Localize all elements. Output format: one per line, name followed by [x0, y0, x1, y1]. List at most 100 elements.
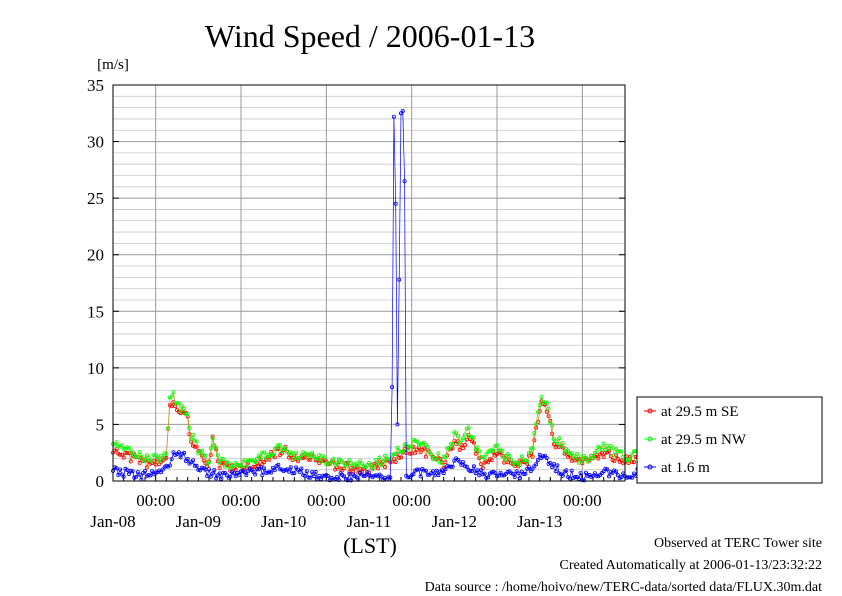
data-point: [422, 468, 427, 473]
data-point: [302, 455, 307, 460]
data-point: [222, 464, 227, 469]
data-point: [525, 459, 530, 464]
x-tick-date-label: Jan-13: [517, 512, 562, 531]
data-point: [372, 465, 377, 470]
data-point: [557, 436, 562, 441]
data-point: [331, 456, 336, 461]
data-point: [470, 468, 475, 473]
data-point: [320, 473, 325, 478]
data-point: [176, 401, 181, 406]
data-point: [221, 457, 226, 462]
chart-title: Wind Speed / 2006-01-13: [205, 18, 535, 54]
data-point: [628, 475, 633, 480]
y-tick-label: 10: [87, 359, 104, 378]
data-point: [258, 464, 263, 469]
data-point: [583, 455, 588, 460]
data-point: [615, 456, 620, 461]
data-point: [178, 455, 183, 460]
data-point: [263, 456, 268, 461]
data-point: [297, 469, 302, 474]
data-point: [550, 422, 555, 427]
data-point: [224, 473, 229, 478]
data-point: [203, 467, 208, 472]
data-point: [379, 463, 384, 468]
data-point: [388, 475, 393, 480]
data-point: [464, 464, 469, 469]
data-point: [427, 450, 432, 455]
data-point: [203, 453, 208, 458]
data-point: [190, 458, 195, 463]
data-point: [500, 448, 505, 453]
data-point: [127, 451, 132, 456]
data-point: [471, 440, 476, 445]
data-point: [478, 462, 483, 467]
data-point: [461, 436, 466, 441]
data-point: [334, 465, 339, 470]
data-point: [494, 474, 499, 479]
data-point: [283, 467, 288, 472]
data-point: [413, 438, 418, 443]
data-point: [342, 474, 347, 479]
data-point: [436, 451, 441, 456]
data-point: [125, 450, 130, 455]
data-point: [438, 456, 443, 461]
data-point: [535, 410, 540, 415]
data-point: [505, 460, 510, 465]
data-point: [246, 469, 251, 474]
data-point: [317, 453, 322, 458]
x-tick-date-label: Jan-12: [432, 512, 477, 531]
data-point: [290, 471, 295, 476]
data-point: [448, 464, 453, 469]
data-point: [258, 457, 263, 462]
data-point: [137, 450, 142, 455]
data-point: [144, 453, 149, 458]
data-point: [391, 452, 396, 457]
x-axis-label: (LST): [343, 533, 397, 558]
data-point: [553, 469, 558, 474]
y-tick-label: 25: [87, 189, 104, 208]
data-point: [557, 444, 562, 449]
data-point: [443, 467, 448, 472]
data-point: [214, 445, 219, 450]
data-point: [491, 448, 496, 453]
data-point: [532, 431, 537, 436]
data-point: [233, 467, 238, 472]
y-tick-label: 5: [96, 415, 105, 434]
data-point: [128, 459, 133, 464]
data-point: [608, 454, 613, 459]
data-point: [546, 406, 551, 411]
data-point: [194, 444, 199, 449]
data-point: [416, 442, 421, 447]
y-tick-label: 0: [96, 472, 105, 491]
data-point: [356, 463, 361, 468]
data-point: [199, 448, 204, 453]
data-point: [308, 457, 313, 462]
data-point: [473, 471, 478, 476]
data-point: [310, 450, 315, 455]
data-point: [382, 453, 387, 458]
series-3: [111, 109, 668, 483]
data-point: [226, 460, 231, 465]
data-point: [292, 456, 297, 461]
data-point: [208, 452, 213, 457]
data-point: [358, 459, 363, 464]
legend-marker: [647, 436, 653, 442]
data-point: [630, 452, 635, 457]
x-tick-time-label: 00:00: [307, 491, 346, 510]
series-2: [111, 390, 668, 471]
data-point: [430, 469, 435, 474]
data-point: [422, 446, 427, 451]
data-point: [615, 473, 620, 478]
data-point: [247, 458, 252, 463]
data-point: [546, 414, 551, 419]
data-point: [212, 467, 217, 472]
data-point: [294, 450, 299, 455]
data-point: [212, 443, 217, 448]
plot-frame: [112, 84, 626, 482]
data-point: [214, 476, 219, 481]
data-point: [121, 455, 126, 460]
data-point: [544, 455, 549, 460]
data-point: [336, 457, 341, 462]
data-point: [578, 471, 583, 476]
data-point: [210, 434, 215, 439]
